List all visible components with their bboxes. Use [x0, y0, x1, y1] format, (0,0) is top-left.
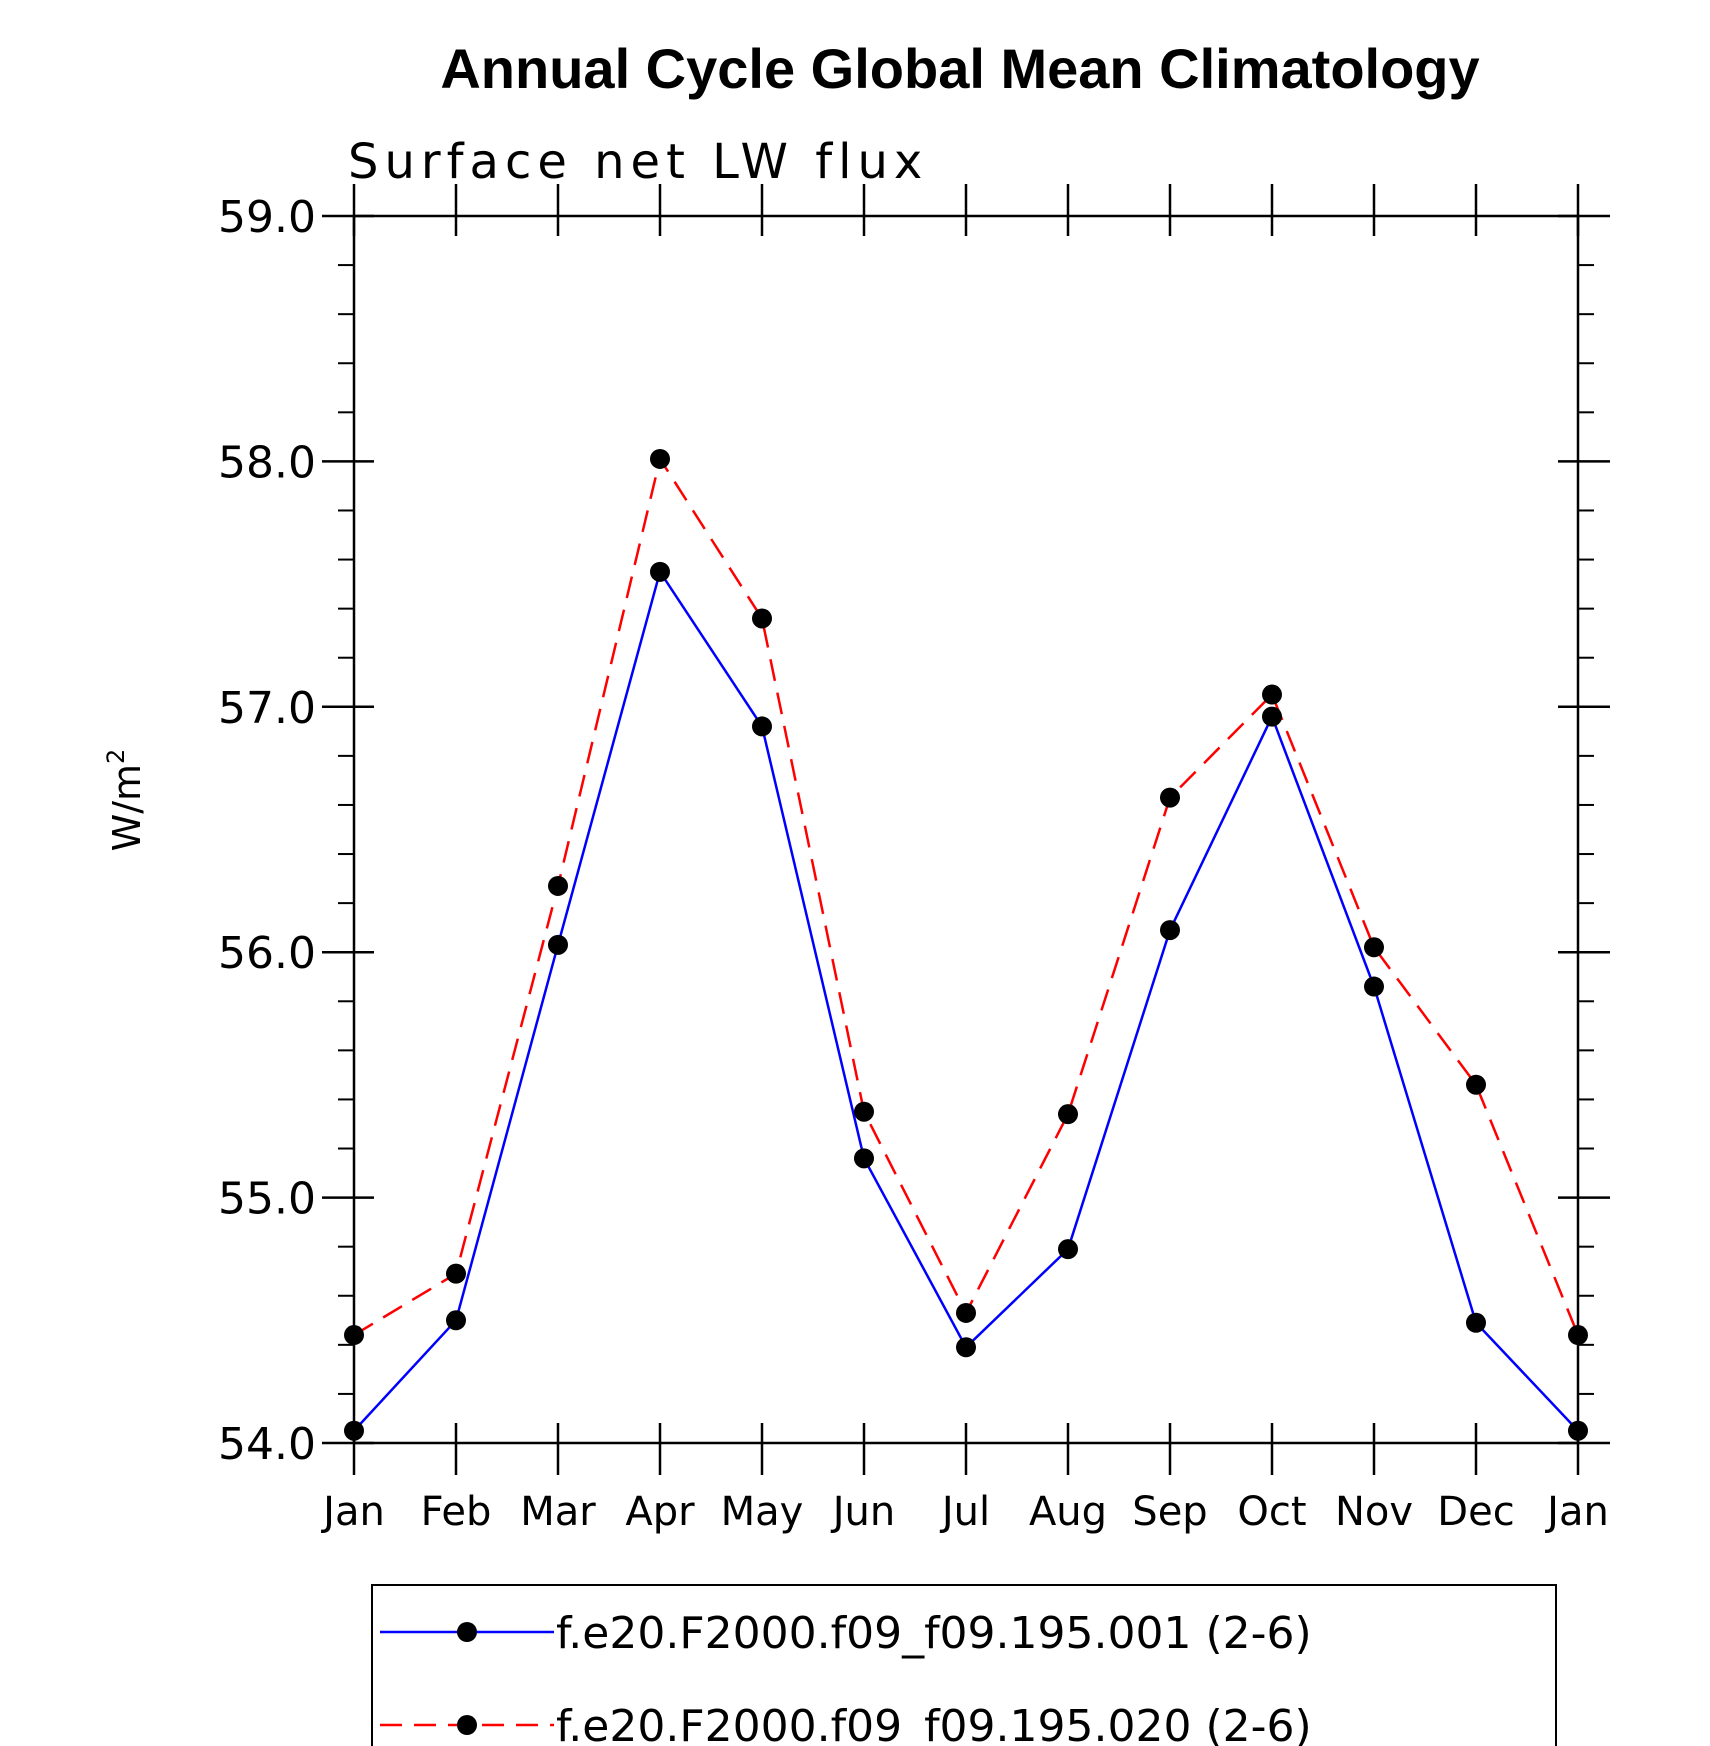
series-2-point [1262, 684, 1282, 705]
legend-marker-2 [457, 1715, 477, 1735]
series-1-point [1160, 920, 1180, 941]
series-1-point [956, 1337, 976, 1358]
x-tick-label: Nov [1335, 1489, 1413, 1535]
series-2-point [1160, 787, 1180, 808]
y-tick-label: 59.0 [218, 192, 316, 243]
y-axis-label-main: W/m [105, 764, 149, 851]
series-1-point [344, 1420, 364, 1441]
series-1-point [650, 561, 670, 582]
y-tick-label: 58.0 [218, 437, 316, 488]
chart-subtitle: Surface net LW flux [348, 134, 928, 190]
x-tick-label: Jan [320, 1489, 385, 1535]
x-tick-label: Jul [939, 1489, 990, 1535]
y-axis-label: W/m2 [102, 749, 149, 852]
series-1-point [446, 1310, 466, 1331]
x-tick-label: Aug [1029, 1489, 1107, 1535]
series-2-point [1364, 937, 1384, 958]
series-1-point [1364, 976, 1384, 997]
series-line-2 [353, 455, 1580, 1337]
y-tick-label: 54.0 [218, 1419, 316, 1470]
y-tick-label: 57.0 [218, 683, 316, 734]
x-tick-label: May [721, 1489, 804, 1535]
series-2-point [854, 1101, 874, 1122]
series-1-point [548, 934, 568, 955]
series-2-point [1058, 1104, 1078, 1125]
x-tick-label: Jan [1544, 1489, 1609, 1535]
series-1-point [1568, 1420, 1588, 1441]
x-tick-label: Apr [625, 1489, 695, 1535]
y-tick-label: 55.0 [218, 1174, 316, 1225]
series-2-point [956, 1302, 976, 1323]
series-layer [344, 448, 1588, 1441]
x-tick-label: Mar [520, 1489, 596, 1535]
legend-label-1: f.e20.F2000.f09_f09.195.001 (2-6) [556, 1608, 1312, 1659]
series-2-point [650, 448, 670, 469]
series-2-point [752, 608, 772, 629]
chart-title: Annual Cycle Global Mean Climatology [440, 37, 1479, 100]
legend-marker-1 [457, 1622, 477, 1642]
x-tick-label: Feb [421, 1489, 492, 1535]
legend-box [371, 1584, 1557, 1746]
x-tick-label: Jun [830, 1489, 896, 1535]
series-2-point [446, 1263, 466, 1284]
series-line-1 [353, 568, 1579, 1432]
series-2-point [548, 875, 568, 896]
series-1-point [1058, 1239, 1078, 1260]
series-1-point [854, 1148, 874, 1169]
series-2-point [1568, 1325, 1588, 1346]
axes: 54.0 55.0 56.0 57.0 58.0 59.0 Jan Feb Mar Apr May J… [218, 184, 1610, 1535]
x-tick-label: Oct [1237, 1489, 1306, 1535]
y-tick-label: 56.0 [218, 928, 316, 979]
plot-frame [352, 214, 1580, 1445]
legend-label-2: f.e20.F2000.f09_f09.195.020 (2-6) [556, 1701, 1312, 1746]
y-axis-label-text: W/m2 [102, 749, 149, 852]
series-1-point [1466, 1312, 1486, 1333]
series-2-point [1466, 1074, 1486, 1095]
series-1-point [752, 716, 772, 737]
y-axis-label-superscript: 2 [102, 749, 130, 764]
series-1-point [1262, 706, 1282, 727]
series-2-point [344, 1325, 364, 1346]
legend: f.e20.F2000.f09_f09.195.001 (2-6) f.e20.… [371, 1584, 1557, 1746]
x-tick-label: Sep [1132, 1489, 1207, 1535]
x-tick-label: Dec [1437, 1489, 1514, 1535]
